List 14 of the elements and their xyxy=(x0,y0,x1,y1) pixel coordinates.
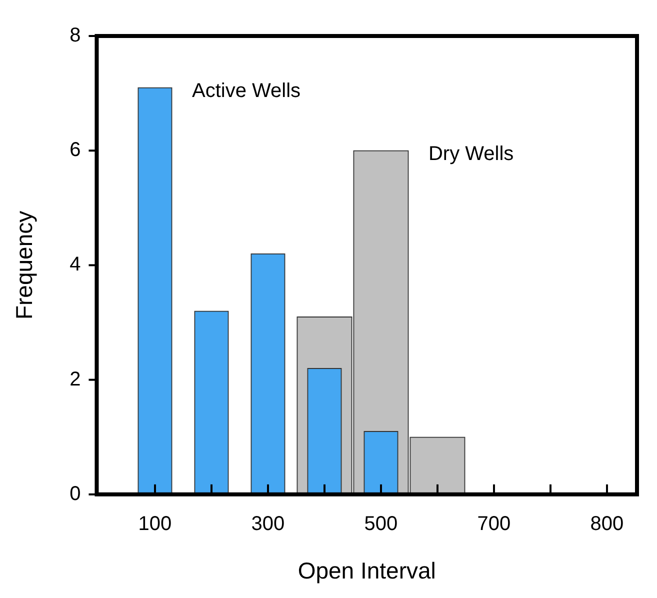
y-tick-label: 4 xyxy=(70,254,81,276)
x-tick-label: 100 xyxy=(138,512,172,535)
x-tick-label: 300 xyxy=(251,512,285,535)
y-axis-title: Frequency xyxy=(11,210,38,320)
series-label: Dry Wells xyxy=(428,143,514,166)
x-tick-label: 800 xyxy=(590,512,624,535)
y-tick-label: 0 xyxy=(70,482,81,505)
y-tick-label: 6 xyxy=(70,139,81,162)
x-axis-title: Open Interval xyxy=(298,558,436,584)
y-tick-label: 2 xyxy=(70,368,81,390)
series-label: Active Wells xyxy=(192,80,301,102)
y-tick-label: 8 xyxy=(70,24,81,47)
x-tick-label: 500 xyxy=(364,512,398,535)
x-tick-label: 700 xyxy=(477,512,511,535)
